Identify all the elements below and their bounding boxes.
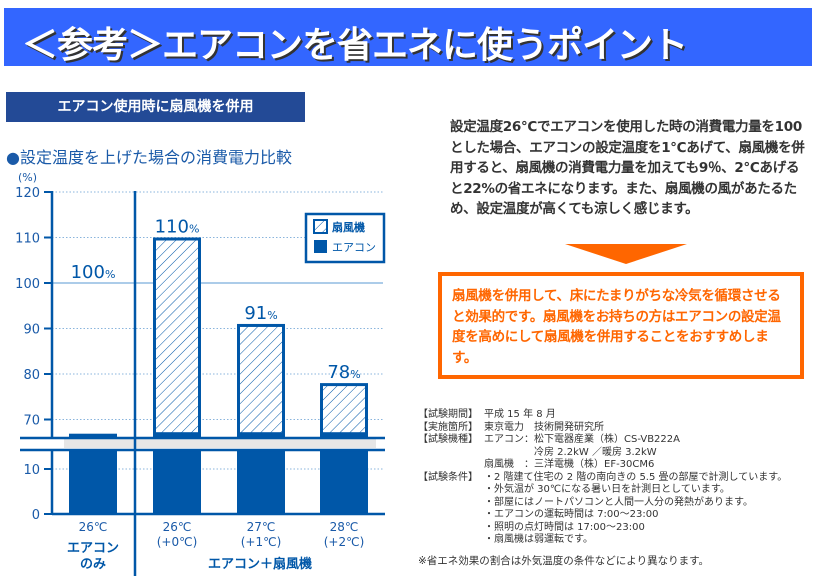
note-key <box>418 484 484 497</box>
note-value: エアコン：松下電器産業（株）CS-VB222A <box>484 434 680 445</box>
page-title: ＜参考＞エアコンを省エネに使うポイント <box>22 25 688 66</box>
y-tick-label: 120 <box>15 186 40 201</box>
legend-swatch-fan <box>313 219 328 234</box>
title-banner: ＜参考＞エアコンを省エネに使うポイント <box>4 8 812 66</box>
note-row: ・外気温が 30℃になる暑い日を計測日としています。 <box>418 484 787 497</box>
note-value: ・エアコンの運転時間は 7:00～23:00 <box>484 509 659 520</box>
note-row: 【試験機種】 エアコン：松下電器産業（株）CS-VB222A <box>418 434 787 447</box>
note-key <box>418 522 484 535</box>
group-label: エアコン＋扇風機 <box>208 556 312 572</box>
highlight-text: 扇風機を併用して、床にたまりがちな冷気を循環させると効果的です。扇風機をお持ちの… <box>452 288 781 366</box>
bar-aircon <box>320 433 368 437</box>
x-tick-label: (+1℃) <box>241 535 282 549</box>
note-key: 【試験機種】 <box>418 434 478 445</box>
down-arrow-icon <box>565 244 687 264</box>
footnote: ※省エネ効果の割合は外気温度の条件などにより異なります。 <box>418 555 710 567</box>
note-row: 【試験期間】 平成 15 年 8 月 <box>418 409 787 422</box>
legend-swatch-aircon <box>314 240 327 253</box>
section-header: エアコン使用時に扇風機を併用 <box>6 92 305 122</box>
y-tick-label: 10 <box>23 463 40 478</box>
note-row: 扇風機 ：三洋電機（株）EF-30CM6 <box>418 459 787 472</box>
data-label: 78% <box>327 362 360 383</box>
highlight-box: 扇風機を併用して、床にたまりがちな冷気を循環させると効果的です。扇風機をお持ちの… <box>438 272 804 379</box>
note-value: 扇風機 ：三洋電機（株）EF-30CM6 <box>484 459 655 470</box>
note-row: 【試験条件】 ・2 階建て住宅の 2 階の南向きの 5.5 畳の部屋で計測していま… <box>418 472 787 485</box>
note-key <box>418 534 484 547</box>
note-row: ・エアコンの運転時間は 7:00～23:00 <box>418 509 787 522</box>
y-axis-unit: (%) <box>18 171 37 184</box>
note-value: ・外気温が 30℃になる暑い日を計測日としています。 <box>484 484 730 495</box>
note-key <box>418 459 484 472</box>
x-tick-label: (+2℃) <box>324 535 365 549</box>
x-tick-label: 28℃ <box>330 520 359 534</box>
note-key: 【試験期間】 <box>418 409 478 420</box>
bar-aircon-lower <box>237 450 285 514</box>
data-label: 91% <box>244 303 277 324</box>
y-tick-label: 80 <box>23 368 40 383</box>
note-value: ・扇風機は弱運転です。 <box>484 534 593 545</box>
bar-aircon-lower <box>320 450 368 514</box>
bar-fan <box>237 323 285 436</box>
bar-aircon <box>69 433 117 437</box>
legend-label: 扇風機 <box>332 220 365 234</box>
note-row: 【実施箇所】 東京電力 技術開発研究所 <box>418 422 787 435</box>
data-label: 110% <box>155 217 200 238</box>
axis-break-band <box>64 439 376 448</box>
note-key: 【実施箇所】 <box>418 421 478 433</box>
x-tick-label: 27℃ <box>247 520 276 534</box>
y-tick-label: 0 <box>32 508 40 523</box>
note-value: 平成 15 年 8 月 <box>484 409 556 420</box>
bar-aircon-lower <box>153 450 201 514</box>
chart: 010708090100110120(%)100%26℃110%26℃(+0℃)… <box>15 171 386 576</box>
note-key: 【試験条件】 <box>418 471 478 483</box>
bar-aircon <box>237 433 285 437</box>
note-key <box>418 509 484 522</box>
group-label: エアコン <box>67 541 119 556</box>
y-tick-label: 90 <box>23 323 40 338</box>
note-value: 冷房 2.2kW ／暖房 3.2kW <box>484 446 657 458</box>
note-value: 東京電力 技術開発研究所 <box>484 421 604 433</box>
x-tick-label: 26℃ <box>163 520 192 534</box>
note-value: ・照明の点灯時間は 17:00～23:00 <box>484 521 645 533</box>
note-value: ・部屋にはノートパソコンと人間一人分の発熱があります。 <box>484 496 753 508</box>
y-tick-label: 100 <box>15 277 40 292</box>
y-tick-label: 70 <box>23 414 40 429</box>
note-value: ・2 階建て住宅の 2 階の南向きの 5.5 畳の部屋で計測しています。 <box>484 471 788 483</box>
legend-label: エアコン <box>332 241 376 254</box>
x-tick-label: (+0℃) <box>157 535 198 549</box>
x-tick-label: 26℃ <box>79 520 108 534</box>
data-label: 100% <box>71 262 116 283</box>
bar-fan <box>320 383 368 436</box>
note-row: ・照明の点灯時間は 17:00～23:00 <box>418 522 787 535</box>
chart-title: ●設定温度を上げた場合の消費電力比較 <box>6 148 292 167</box>
y-tick-label: 110 <box>15 232 40 247</box>
note-row: ・部屋にはノートパソコンと人間一人分の発熱があります。 <box>418 497 787 510</box>
description-text: 設定温度26℃でエアコンを使用した時の消費電力量を100とした場合、エアコンの設… <box>450 119 805 217</box>
note-row: ・扇風機は弱運転です。 <box>418 534 787 547</box>
bar-fan <box>153 237 201 436</box>
bar-aircon <box>153 433 201 437</box>
test-conditions: 【試験期間】 平成 15 年 8 月【実施箇所】 東京電力 技術開発研究所 【試験機種… <box>418 409 787 547</box>
note-key <box>418 447 484 460</box>
note-key <box>418 497 484 510</box>
bar-aircon-lower <box>69 450 117 514</box>
note-row: 冷房 2.2kW ／暖房 3.2kW <box>418 447 787 460</box>
group-label: のみ <box>80 557 106 572</box>
